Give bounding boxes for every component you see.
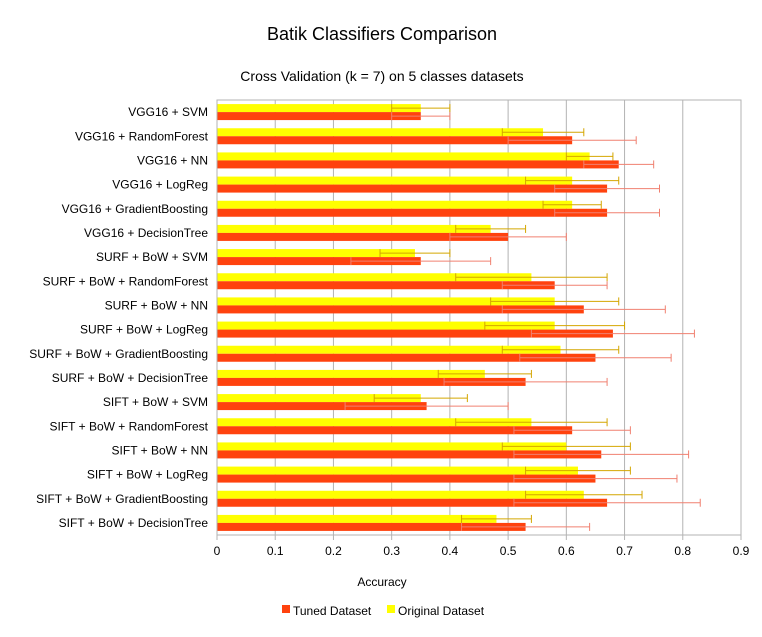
bar-tuned [217,160,619,169]
bar-tuned [217,426,573,435]
x-tick-label: 0 [214,544,221,558]
bar-original [217,200,573,209]
category-label: VGG16 + SVM [128,105,208,119]
bar-tuned [217,522,526,531]
bar-tuned [217,184,608,193]
x-tick-label: 0.4 [442,544,459,558]
bar-original [217,514,497,523]
chart-subtitle: Cross Validation (k = 7) on 5 classes da… [240,68,523,84]
bar-original [217,345,561,354]
legend: Tuned Dataset Original Dataset [282,604,485,618]
x-tick-label: 0.9 [733,544,750,558]
category-label: SURF + BoW + GradientBoosting [29,347,208,361]
x-tick-label: 0.1 [267,544,284,558]
category-label: SIFT + BoW + SVM [103,395,208,409]
bar-original [217,418,532,427]
bar-tuned [217,257,421,266]
bar-original [217,224,491,233]
x-tick-label: 0.3 [383,544,400,558]
error-bars [344,104,701,531]
plot-area-frame [216,99,742,536]
category-label: VGG16 + DecisionTree [84,226,208,240]
legend-label-original: Original Dataset [398,604,485,618]
x-tick-label: 0.5 [500,544,517,558]
category-label: VGG16 + GradientBoosting [62,202,208,216]
category-label: SIFT + BoW + NN [112,443,208,457]
bar-original [217,249,415,258]
bar-tuned [217,112,421,121]
y-axis-labels: VGG16 + SVM VGG16 + RandomForest VGG16 + N… [29,105,208,530]
bar-original [217,104,421,113]
category-label: SIFT + BoW + RandomForest [49,419,208,433]
bar-tuned [217,402,427,411]
bar-original [217,442,567,451]
bar-original [217,490,584,499]
bar-tuned [217,208,608,217]
x-axis-title: Accuracy [357,575,406,589]
category-label: VGG16 + NN [137,153,208,167]
bar-original [217,273,532,282]
bar-tuned [217,232,509,241]
bar-tuned [217,377,526,386]
bar-original [217,297,555,306]
category-label: VGG16 + LogReg [112,178,208,192]
bar-original [217,321,555,330]
bar-original [217,466,578,475]
bar-original [217,176,573,185]
x-tick-label: 0.7 [616,544,633,558]
bar-original [217,152,590,161]
bar-original [217,369,485,378]
bar-tuned [217,498,608,507]
category-label: VGG16 + RandomForest [75,129,209,143]
category-label: SURF + BoW + NN [105,298,208,312]
bar-tuned [217,136,573,145]
bar-tuned [217,353,596,362]
category-label: SIFT + BoW + LogReg [87,468,208,482]
legend-label-tuned: Tuned Dataset [293,604,372,618]
chart-title: Batik Classifiers Comparison [267,24,497,44]
bar-tuned [217,329,613,338]
category-label: SURF + BoW + LogReg [80,323,208,337]
x-tick-label: 0.8 [674,544,691,558]
category-label: SURF + BoW + RandomForest [43,274,209,288]
x-tick-label: 0.2 [325,544,342,558]
category-label: SIFT + BoW + DecisionTree [59,516,209,530]
legend-swatch-original [387,605,395,613]
bar-tuned [217,450,602,459]
bar-original [217,394,421,403]
bar-tuned [217,281,555,290]
bar-tuned [217,474,596,483]
category-label: SURF + BoW + DecisionTree [52,371,209,385]
bar-tuned [217,305,584,314]
x-axis-ticks: 0 0.1 0.2 0.3 0.4 0.5 0.6 0.7 0.8 0.9 [214,535,750,558]
category-label: SURF + BoW + SVM [96,250,208,264]
legend-swatch-tuned [282,605,290,613]
category-label: SIFT + BoW + GradientBoosting [36,492,208,506]
grid-lines [274,100,684,535]
bars [217,104,619,531]
x-tick-label: 0.6 [558,544,575,558]
bar-original [217,128,544,137]
